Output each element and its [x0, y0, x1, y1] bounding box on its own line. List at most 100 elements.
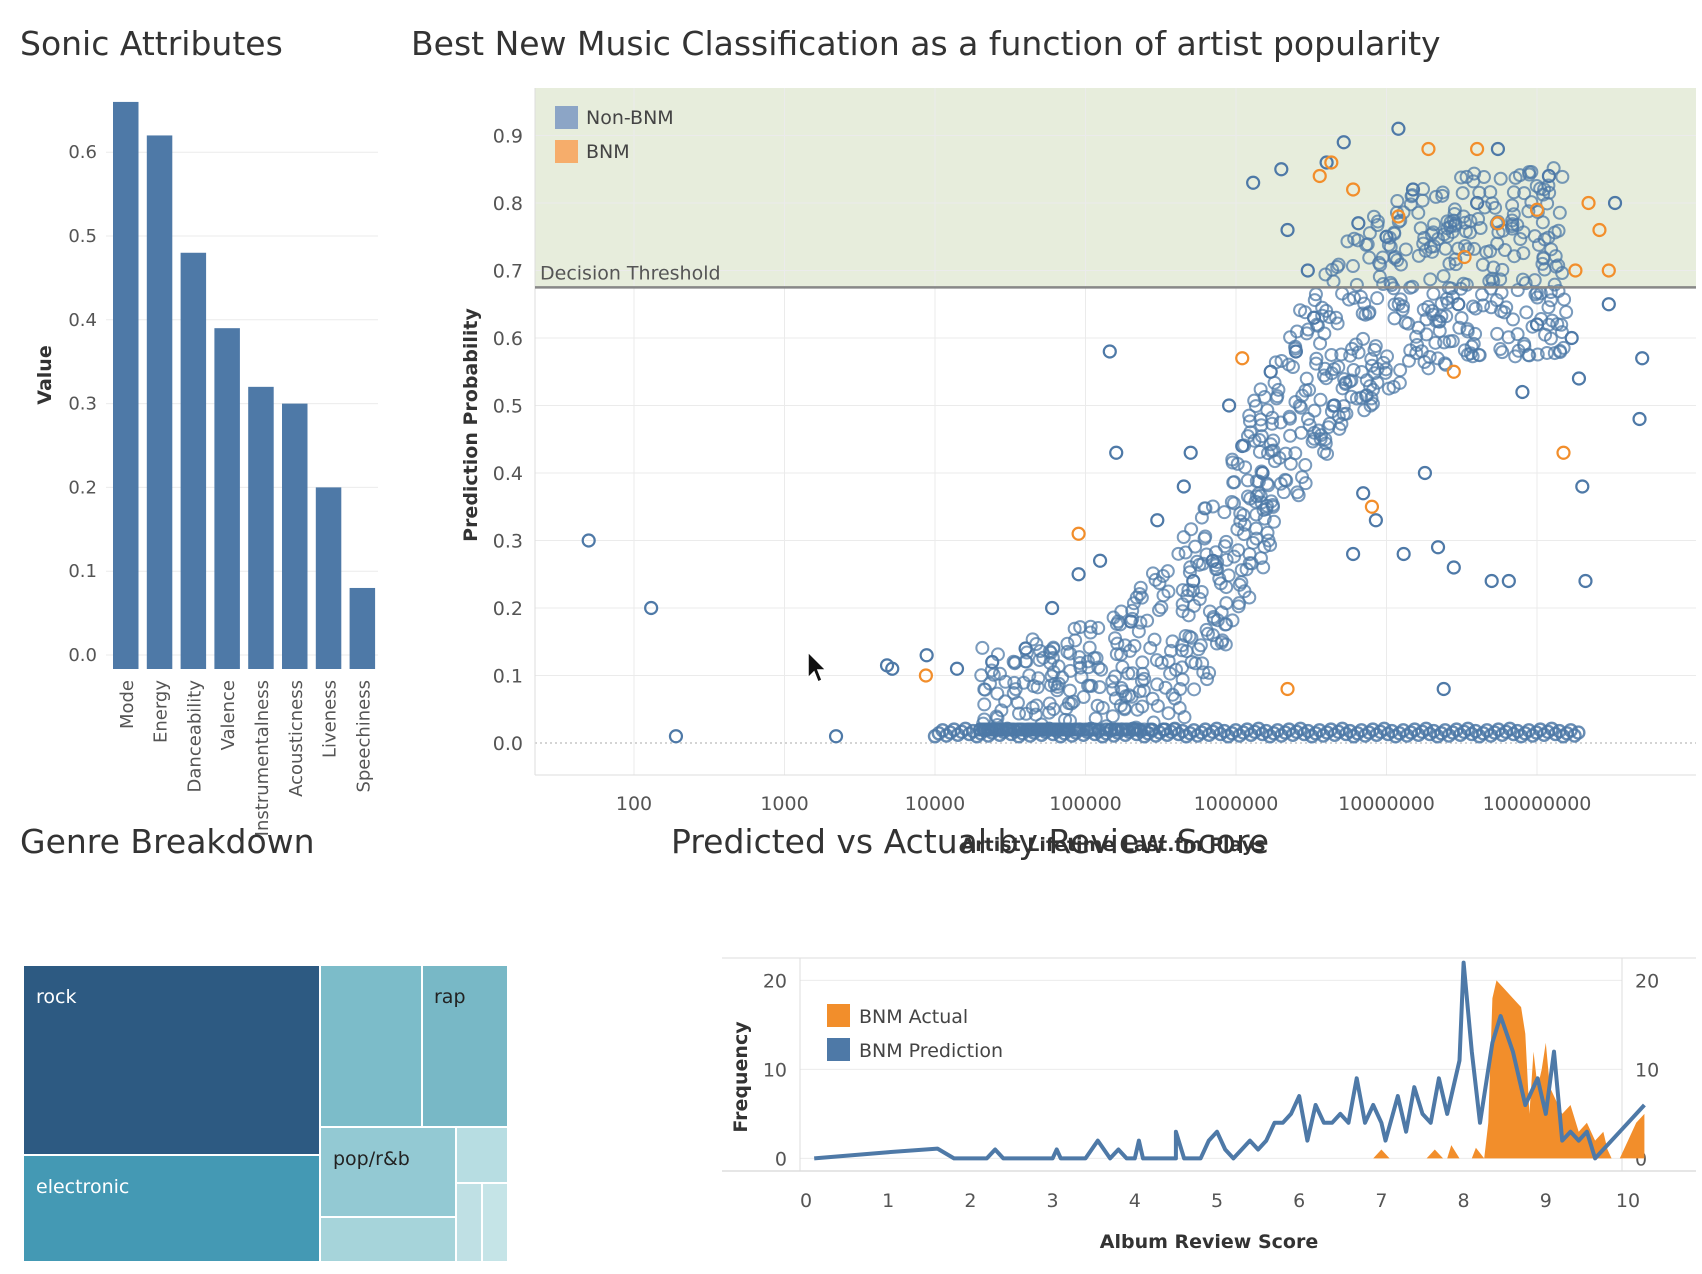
- bnm-cloud-point: [1411, 248, 1426, 263]
- bnm-cloud-point: [1187, 682, 1202, 697]
- bnm-cloud-point: [1150, 677, 1165, 692]
- bnm-cloud-point: [1006, 654, 1021, 669]
- non-bnm-point: [1490, 141, 1506, 157]
- review-y-tick-label: 10: [763, 1059, 787, 1081]
- bnm-cloud-point: [1293, 400, 1308, 415]
- genre-tile-other-3: [319, 1216, 457, 1263]
- bnm-cloud-point: [1313, 392, 1328, 407]
- bnm-cloud-point: [1348, 337, 1363, 352]
- bnm-cloud-point: [1463, 346, 1478, 361]
- bnm-cloud-point: [1362, 250, 1377, 265]
- bnm-cloud-point: [1187, 598, 1202, 613]
- bnm-cloud-point: [1309, 351, 1324, 366]
- bnm-cloud-point: [1343, 348, 1358, 363]
- bnm-cloud-point: [1354, 390, 1369, 405]
- bnm-cloud-point: [1445, 334, 1460, 349]
- legend-label-bnm: BNM: [586, 141, 630, 163]
- bnm-cloud-point: [977, 682, 992, 697]
- bnm-cloud-point: [1033, 643, 1048, 658]
- bnm-point: [1457, 249, 1472, 265]
- bnm-cloud-point: [1490, 236, 1505, 251]
- bnm-cloud-point: [1436, 269, 1451, 284]
- bnm-cloud-point: [1335, 381, 1350, 396]
- non-bnm-point: [1274, 162, 1289, 177]
- genre-label-rap: rap: [434, 986, 466, 1008]
- legend-swatch-bnm-prediction: [827, 1038, 850, 1061]
- bnm-cloud-point: [1259, 501, 1274, 516]
- bnm-cloud-point: [1283, 456, 1298, 471]
- bnm-cloud-point: [1505, 312, 1520, 327]
- genre-tile-other-5: [481, 1182, 509, 1263]
- bnm-cloud-point: [1176, 530, 1191, 545]
- non-bnm-point: [1109, 445, 1124, 460]
- bnm-cloud-point: [1171, 546, 1186, 561]
- non-bnm-point: [1288, 344, 1303, 359]
- bnm-point-cloud: [973, 161, 1574, 737]
- bnm-cloud-point: [1513, 232, 1528, 247]
- bnm-cloud-point: [1466, 299, 1481, 314]
- bnm-cloud-point: [1427, 217, 1442, 232]
- bnm-point: [1601, 263, 1616, 278]
- bnm-cloud-point: [1202, 665, 1217, 680]
- bnm-cloud-point: [1353, 289, 1368, 304]
- bnm-cloud-point: [1232, 577, 1247, 592]
- bnm-cloud-point: [1387, 226, 1402, 241]
- non-bnm-point: [985, 654, 1000, 670]
- bnm-cloud-point: [1010, 722, 1025, 737]
- bnm-cloud-point: [1074, 670, 1089, 685]
- non-bnm-point: [1255, 465, 1270, 481]
- bnm-cloud-point: [1265, 416, 1280, 431]
- bnm-cloud-point: [1270, 389, 1285, 404]
- bnm-cloud-point: [1260, 403, 1275, 418]
- bnm-cloud-point: [1483, 244, 1498, 259]
- bnm-cloud-point: [1276, 485, 1291, 500]
- bnm-cloud-point: [1366, 382, 1381, 397]
- bnm-cloud-point: [1324, 347, 1339, 362]
- bnm-cloud-point: [1161, 706, 1176, 721]
- bnm-point: [1280, 681, 1295, 697]
- bnm-cloud-point: [1447, 202, 1462, 217]
- bnm-cloud-point: [1152, 576, 1167, 591]
- non-bnm-point: [1018, 641, 1033, 656]
- bnm-cloud-point: [1473, 220, 1488, 235]
- bnm-cloud-point: [992, 666, 1007, 681]
- bnm-cloud-point: [1454, 170, 1469, 185]
- review-x-tick-label: 1: [882, 1190, 894, 1212]
- bnm-point: [1470, 141, 1485, 157]
- bnm-cloud-point: [1423, 272, 1438, 287]
- sonic-category-label: Speechiness: [353, 680, 374, 793]
- bnm-cloud-point: [1202, 604, 1217, 619]
- non-bnm-point: [1235, 438, 1250, 454]
- bnm-cloud-point: [1110, 636, 1125, 651]
- bnm-cloud-point: [1126, 722, 1141, 737]
- bnm-cloud-point: [1307, 403, 1322, 418]
- bnm-cloud-point: [1158, 722, 1173, 737]
- non-bnm-point: [1183, 445, 1198, 460]
- non-bnm-point: [949, 661, 965, 676]
- bnm-cloud-point: [1505, 217, 1520, 232]
- bnm-cloud-point: [1383, 275, 1398, 290]
- non-bnm-point: [1564, 330, 1579, 346]
- bnm-cloud-point: [1082, 640, 1097, 655]
- bnm-cloud-point: [1319, 303, 1334, 318]
- bnm-point: [1312, 168, 1327, 184]
- bnm-cloud-point: [1298, 458, 1313, 473]
- sonic-category-label: Liveness: [320, 680, 341, 758]
- bnm-point: [1556, 445, 1571, 460]
- non-bnm-point: [1541, 168, 1557, 184]
- bnm-point: [1490, 216, 1506, 231]
- bnm-cloud-point: [1536, 251, 1551, 266]
- bnm-cloud-point: [1390, 253, 1405, 268]
- bnm-cloud-point: [1345, 259, 1360, 274]
- bnm-cloud-point: [1163, 643, 1178, 658]
- bnm-cloud-point: [976, 722, 991, 737]
- bnm-y-tick-label: 0.6: [493, 328, 523, 350]
- bnm-cloud-point: [1143, 640, 1158, 655]
- bnm-cloud-point: [1110, 722, 1125, 737]
- bnm-cloud-point: [1471, 211, 1486, 226]
- review-x-tick-label: 2: [964, 1190, 976, 1212]
- bnm-cloud-point: [1510, 283, 1525, 298]
- bnm-y-tick-label: 0.2: [493, 598, 523, 620]
- bnm-cloud-point: [1150, 698, 1165, 713]
- bnm-cloud-point: [1414, 344, 1429, 359]
